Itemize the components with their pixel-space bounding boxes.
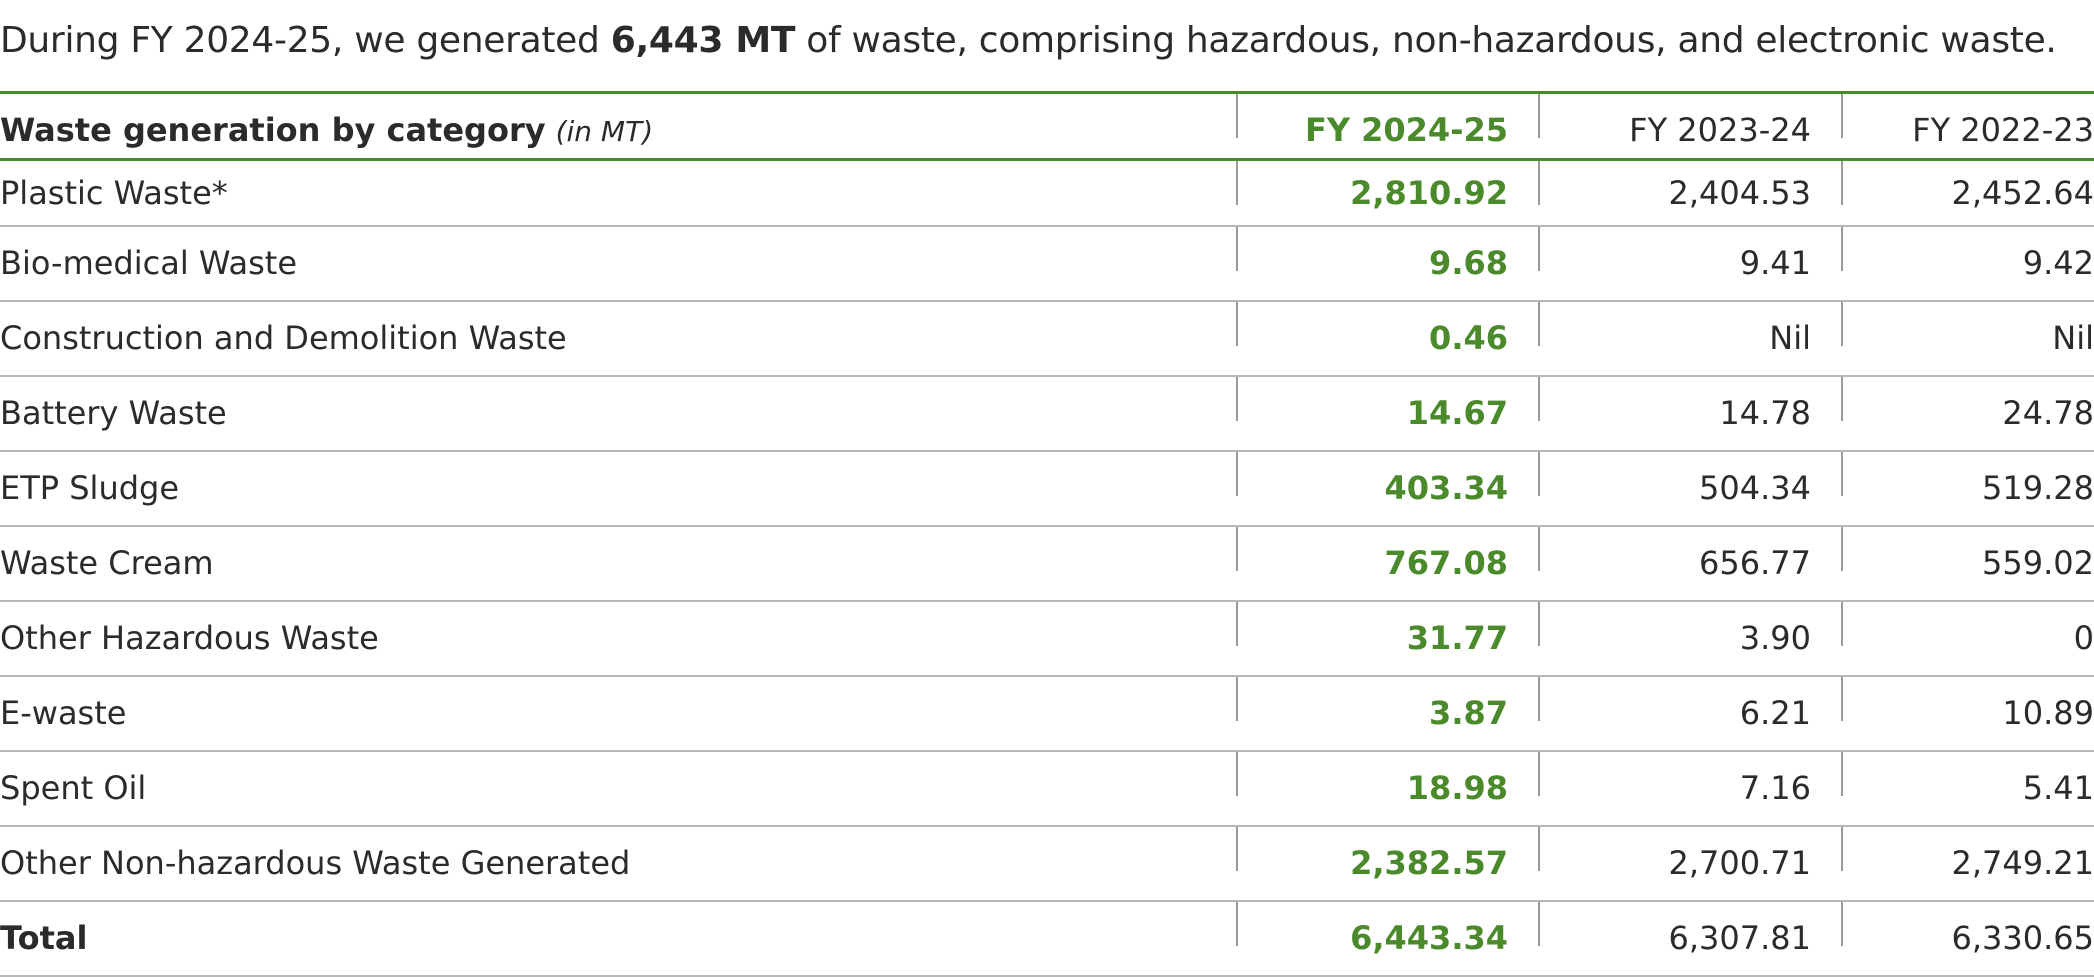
- value-fy-current: 2,382.57: [1236, 825, 1538, 901]
- row-label: Bio-medical Waste: [0, 244, 297, 282]
- table-row: Other Non-hazardous Waste Generated 2,382…: [0, 825, 2094, 901]
- row-label: Battery Waste: [0, 394, 227, 432]
- table-row: Total 6,443.34 6,307.81 6,330.65: [0, 900, 2094, 976]
- value-fy-older: 9.42: [1841, 225, 2094, 301]
- table-row: ETP Sludge 403.34 504.34 519.28: [0, 450, 2094, 526]
- table-header-row: Waste generation by category (in MT) FY 2…: [0, 92, 2094, 160]
- header-category: Waste generation by category (in MT): [0, 93, 1236, 160]
- table-body: Plastic Waste* 2,810.92 2,404.53 2,452.64 Bi…: [0, 159, 2094, 976]
- value-fy-older: Nil: [1841, 300, 2094, 376]
- value-fy-previous: 9.41: [1538, 225, 1841, 301]
- value-fy-previous: 504.34: [1538, 450, 1841, 526]
- header-unit: (in MT): [555, 115, 654, 148]
- table-row: Spent Oil 18.98 7.16 5.41: [0, 750, 2094, 826]
- table-row: Plastic Waste* 2,810.92 2,404.53 2,452.64: [0, 159, 2094, 226]
- value-fy-current: 403.34: [1236, 450, 1538, 526]
- value-fy-older: 519.28: [1841, 450, 2094, 526]
- value-fy-older: 24.78: [1841, 375, 2094, 451]
- value-fy-current: 0.46: [1236, 300, 1538, 376]
- row-label: Construction and Demolition Waste: [0, 319, 567, 357]
- table-row: E-waste 3.87 6.21 10.89: [0, 675, 2094, 751]
- value-fy-previous: 7.16: [1538, 750, 1841, 826]
- value-fy-older: 2,749.21: [1841, 825, 2094, 901]
- waste-generation-table: Waste generation by category (in MT) FY 2…: [0, 91, 2094, 977]
- row-label: ETP Sludge: [0, 469, 180, 507]
- value-fy-older: 0: [1841, 600, 2094, 676]
- value-fy-previous: Nil: [1538, 300, 1841, 376]
- table-row: Bio-medical Waste 9.68 9.41 9.42: [0, 225, 2094, 301]
- header-fy-previous: FY 2023-24: [1538, 92, 1841, 160]
- header-fy-older: FY 2022-23: [1841, 92, 2094, 160]
- row-label: Spent Oil: [0, 769, 147, 807]
- value-fy-previous: 656.77: [1538, 525, 1841, 601]
- value-fy-older: 6,330.65: [1841, 900, 2094, 976]
- row-label: E-waste: [0, 694, 127, 732]
- intro-highlight: 6,443 MT: [610, 20, 796, 61]
- value-fy-older: 5.41: [1841, 750, 2094, 826]
- value-fy-previous: 6.21: [1538, 675, 1841, 751]
- value-fy-previous: 6,307.81: [1538, 900, 1841, 976]
- intro-text-after: of waste, comprising hazardous, non-haza…: [795, 20, 2057, 61]
- row-label: Total: [0, 919, 88, 957]
- value-fy-current: 31.77: [1236, 600, 1538, 676]
- row-label: Other Hazardous Waste: [0, 619, 379, 657]
- value-fy-current: 2,810.92: [1236, 159, 1538, 226]
- value-fy-current: 18.98: [1236, 750, 1538, 826]
- row-label: Waste Cream: [0, 544, 214, 582]
- value-fy-current: 6,443.34: [1236, 900, 1538, 976]
- value-fy-previous: 3.90: [1538, 600, 1841, 676]
- row-label: Plastic Waste*: [0, 173, 228, 212]
- value-fy-previous: 2,404.53: [1538, 159, 1841, 226]
- intro-text-before: During FY 2024-25, we generated: [0, 20, 611, 61]
- value-fy-current: 3.87: [1236, 675, 1538, 751]
- value-fy-older: 2,452.64: [1841, 159, 2094, 226]
- header-fy-current: FY 2024-25: [1236, 92, 1538, 160]
- header-title: Waste generation by category: [0, 111, 546, 149]
- value-fy-older: 10.89: [1841, 675, 2094, 751]
- intro-paragraph: During FY 2024-25, we generated 6,443 MT…: [0, 16, 2057, 66]
- row-label: Other Non-hazardous Waste Generated: [0, 844, 631, 882]
- table-row: Other Hazardous Waste 31.77 3.90 0: [0, 600, 2094, 676]
- value-fy-previous: 14.78: [1538, 375, 1841, 451]
- value-fy-current: 767.08: [1236, 525, 1538, 601]
- value-fy-older: 559.02: [1841, 525, 2094, 601]
- value-fy-current: 9.68: [1236, 225, 1538, 301]
- value-fy-current: 14.67: [1236, 375, 1538, 451]
- table-row: Waste Cream 767.08 656.77 559.02: [0, 525, 2094, 601]
- table-row: Battery Waste 14.67 14.78 24.78: [0, 375, 2094, 451]
- table-row: Construction and Demolition Waste 0.46 Nil…: [0, 300, 2094, 376]
- value-fy-previous: 2,700.71: [1538, 825, 1841, 901]
